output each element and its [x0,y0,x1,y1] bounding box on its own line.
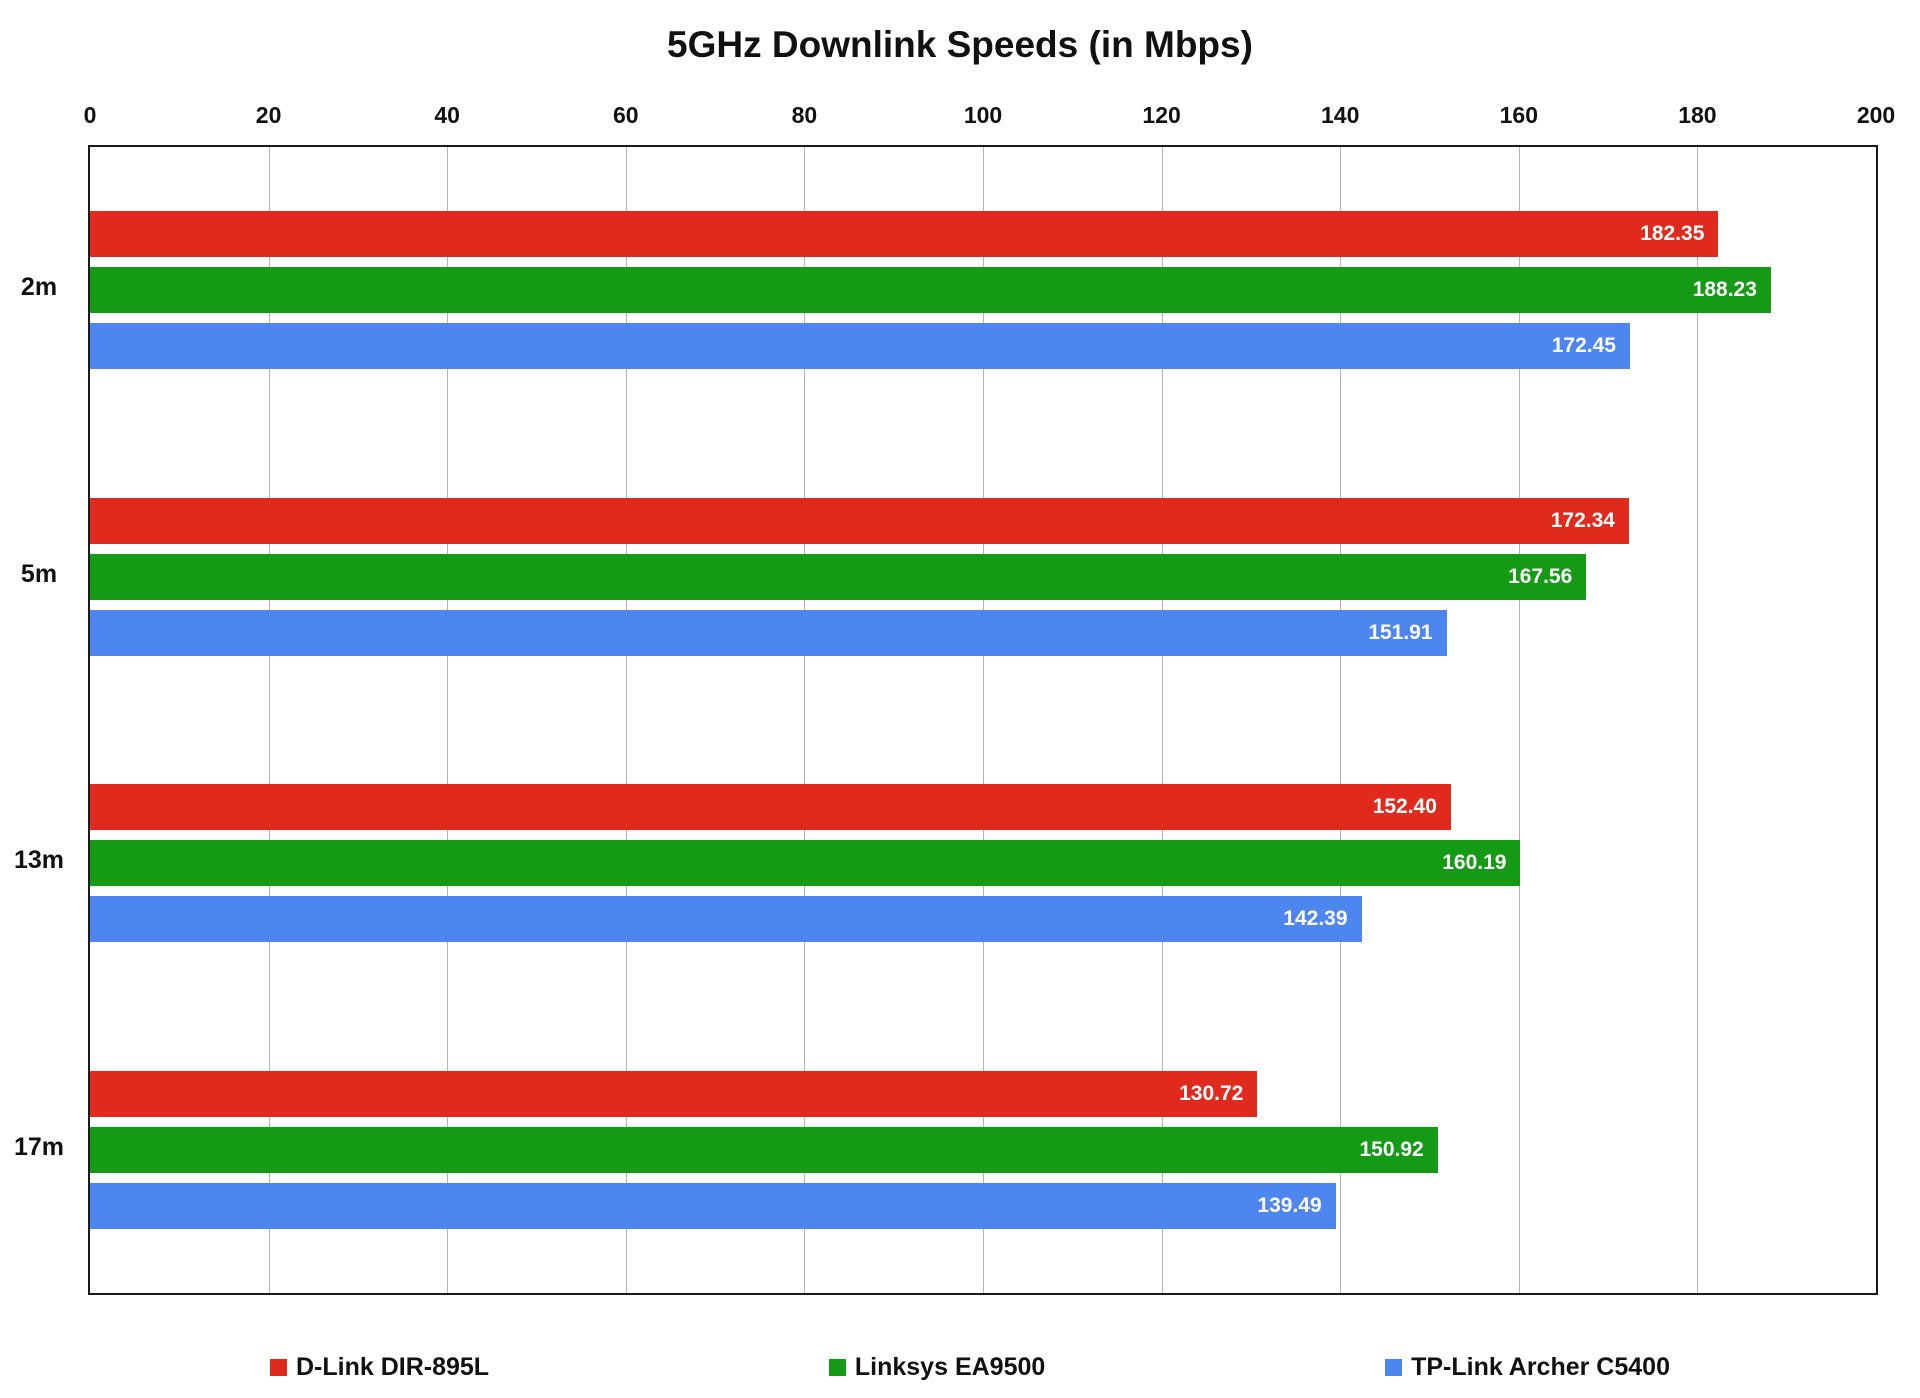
gridline [1340,147,1342,1293]
category-label: 5m [20,559,58,588]
legend-swatch-icon [828,1359,846,1376]
bar-value-label: 130.72 [1179,1081,1244,1105]
bar: 172.34 [90,497,1629,544]
x-axis-tick-label: 40 [434,102,460,128]
legend-item: TP-Link Archer C5400 [1385,1353,1670,1382]
bar-value-label: 172.34 [1550,508,1615,532]
x-axis-tick-label: 60 [613,102,639,128]
x-axis-tick-label: 120 [1142,102,1181,128]
bar-value-label: 172.45 [1551,334,1616,358]
bar-value-label: 150.92 [1359,1137,1424,1161]
bar: 172.45 [90,323,1630,370]
gridline [625,147,627,1293]
gridline [804,147,806,1293]
x-axis-tick-label: 140 [1321,102,1360,128]
legend-swatch-icon [1385,1359,1403,1376]
bar-value-label: 152.40 [1372,795,1437,819]
gridline [1161,147,1163,1293]
gridline [1518,147,1520,1293]
x-axis-tick-label: 80 [791,102,818,128]
bar: 188.23 [90,267,1771,314]
x-axis-tick-label: 180 [1678,102,1717,128]
legend-item: D-Link DIR-895L [270,1353,489,1382]
bar: 151.91 [90,609,1447,656]
legend-label: Linksys EA9500 [854,1353,1046,1381]
x-axis-tick-label: 20 [255,102,282,128]
bar: 160.19 [90,840,1521,887]
category-label: 17m [13,1132,65,1161]
bar: 182.35 [90,211,1719,258]
x-axis-tick-label: 0 [83,102,97,128]
x-axis-tick-label: 160 [1499,102,1538,128]
bar-value-label: 188.23 [1692,278,1757,302]
x-axis-tick-label: 100 [963,102,1003,128]
category-label: 2m [20,273,58,302]
bar-value-label: 160.19 [1442,851,1507,875]
legend-label: TP-Link Archer C5400 [1411,1353,1670,1381]
legend-label: D-Link DIR-895L [296,1353,490,1381]
legend: D-Link DIR-895L Linksys EA9500 TP-Link Arc… [270,1353,1670,1382]
bar-value-label: 167.56 [1508,564,1573,588]
x-axis: 0 20 40 60 80 100 120 140 160 180 200 [0,102,1920,132]
bar-value-label: 182.35 [1640,222,1705,246]
legend-item: Linksys EA9500 [828,1353,1046,1382]
gridline [447,147,449,1293]
bar: 150.92 [90,1126,1438,1173]
bar: 152.40 [90,784,1451,831]
bar-value-label: 139.49 [1257,1193,1322,1217]
bar-value-label: 151.91 [1368,620,1433,644]
gridline [1697,147,1699,1293]
x-axis-tick-label: 200 [1856,102,1896,128]
bar: 142.39 [90,896,1362,943]
bar: 167.56 [90,553,1587,600]
category-label: 13m [13,846,65,875]
bar: 130.72 [90,1070,1258,1117]
chart-title: 5GHz Downlink Speeds (in Mbps) [667,24,1253,65]
gridline [983,147,984,1293]
bar-value-label: 142.39 [1283,907,1348,931]
gridline [268,147,270,1293]
plot-area: 182.35 188.23 172.45 172.34 167.56 151.91 152.… [88,145,1878,1295]
legend-swatch-icon [270,1359,287,1376]
bar: 139.49 [90,1182,1336,1229]
